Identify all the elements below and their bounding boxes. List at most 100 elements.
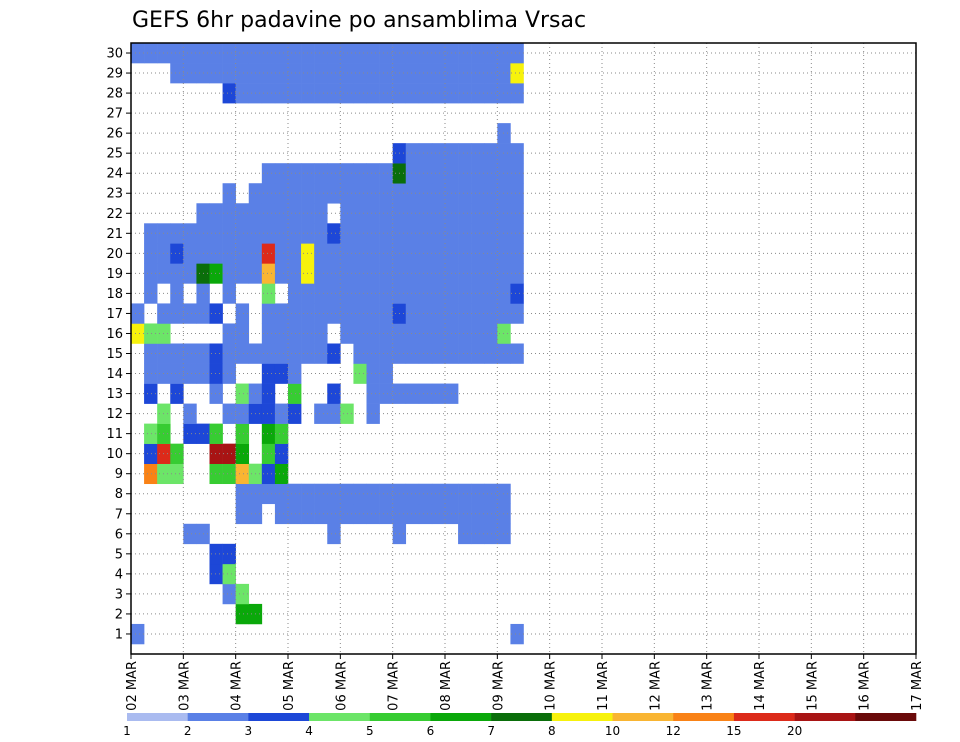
heatmap-cell	[510, 143, 524, 164]
heatmap-cell	[458, 483, 472, 505]
heatmap-cell	[314, 323, 328, 344]
heatmap-cell	[144, 383, 158, 404]
heatmap-cell	[144, 363, 158, 384]
heatmap-cell	[261, 383, 276, 404]
heatmap-cell	[222, 243, 236, 264]
heatmap-cell	[458, 223, 472, 244]
heatmap-cell	[418, 223, 433, 244]
heatmap-cell	[261, 343, 276, 364]
heatmap-cell	[314, 183, 328, 204]
heatmap-cell	[497, 163, 511, 184]
heatmap-cell	[497, 203, 511, 224]
heatmap-cell	[183, 303, 197, 324]
heatmap-cell	[484, 483, 498, 505]
heatmap-cell	[170, 443, 184, 464]
heatmap-cell	[484, 503, 498, 525]
heatmap-cell	[327, 383, 341, 404]
heatmap-cell	[471, 63, 485, 84]
x-tick-label: 08 MAR	[439, 661, 454, 711]
heatmap-cell	[314, 283, 328, 304]
heatmap-cell	[288, 223, 302, 244]
heatmap-cell	[471, 203, 485, 224]
heatmap-cell	[405, 263, 420, 284]
heatmap-cell	[431, 303, 446, 324]
x-tick-label: 15 MAR	[805, 661, 820, 711]
heatmap-cell	[379, 323, 393, 344]
heatmap-cell	[497, 303, 511, 324]
heatmap-cell	[458, 143, 472, 164]
heatmap-cell	[366, 343, 380, 364]
heatmap-cell	[418, 503, 433, 525]
heatmap-cell	[183, 243, 197, 264]
heatmap-cell	[314, 303, 328, 324]
heatmap-cell	[366, 43, 380, 64]
heatmap-cell	[484, 323, 498, 344]
heatmap-cell	[261, 163, 276, 184]
heatmap-cell	[405, 343, 420, 364]
heatmap-cell	[209, 63, 223, 84]
heatmap-cell	[431, 143, 446, 164]
heatmap-cell	[497, 323, 511, 344]
heatmap-cell	[209, 383, 223, 404]
heatmap-cell	[353, 203, 367, 224]
heatmap-cell	[183, 403, 197, 424]
heatmap-cell	[405, 63, 420, 84]
heatmap-cell	[379, 43, 393, 64]
heatmap-cell	[484, 523, 498, 545]
heatmap-cell	[379, 503, 393, 525]
y-tick-label: 2	[115, 607, 123, 622]
y-tick-label: 7	[115, 507, 123, 522]
legend-level-label: 12	[666, 724, 681, 738]
heatmap-cell	[288, 323, 302, 344]
heatmap-cell	[327, 283, 341, 304]
heatmap-cell	[353, 243, 367, 264]
heatmap-cell	[274, 443, 289, 464]
heatmap-cell	[366, 263, 380, 284]
legend-swatch	[612, 713, 674, 721]
heatmap-cell	[405, 383, 420, 404]
heatmap-cell	[274, 363, 289, 384]
heatmap-cell	[235, 503, 250, 525]
heatmap-cell	[144, 263, 158, 284]
heatmap-cell	[353, 503, 367, 525]
heatmap-cell	[222, 563, 236, 585]
heatmap-cell	[222, 283, 236, 304]
legend-swatch	[794, 713, 856, 721]
heatmap-cell	[458, 183, 472, 204]
heatmap-cell	[261, 203, 276, 224]
heatmap-cell	[183, 523, 197, 545]
y-tick-label: 10	[106, 447, 123, 462]
y-tick-label: 6	[115, 527, 123, 542]
heatmap-cell	[183, 263, 197, 284]
heatmap-cell	[274, 203, 289, 224]
heatmap-cell	[366, 63, 380, 84]
heatmap-cell	[366, 323, 380, 344]
heatmap-cell	[288, 83, 302, 104]
legend-level-label: 20	[787, 724, 802, 738]
heatmap-cell	[170, 363, 184, 384]
x-tick-label: 06 MAR	[334, 661, 349, 711]
heatmap-cell	[366, 83, 380, 104]
heatmap-cell	[261, 443, 276, 464]
heatmap-cell	[170, 343, 184, 364]
heatmap-cell	[418, 263, 433, 284]
y-tick-label: 14	[106, 367, 123, 382]
heatmap-cell	[379, 283, 393, 304]
heatmap-cell	[209, 443, 223, 464]
heatmap-cell	[222, 403, 236, 424]
heatmap-cell	[431, 83, 446, 104]
heatmap-cell	[405, 503, 420, 525]
x-tick-label: 02 MAR	[125, 661, 140, 711]
heatmap-cell	[274, 243, 289, 264]
heatmap-cell	[497, 263, 511, 284]
heatmap-cell	[471, 283, 485, 304]
heatmap-cell	[366, 483, 380, 505]
heatmap-cell	[366, 283, 380, 304]
heatmap-cell	[379, 63, 393, 84]
heatmap-cell	[471, 223, 485, 244]
heatmap-cell	[484, 63, 498, 84]
heatmap-cell	[274, 183, 289, 204]
heatmap-cell	[353, 183, 367, 204]
heatmap-cell	[170, 463, 184, 485]
